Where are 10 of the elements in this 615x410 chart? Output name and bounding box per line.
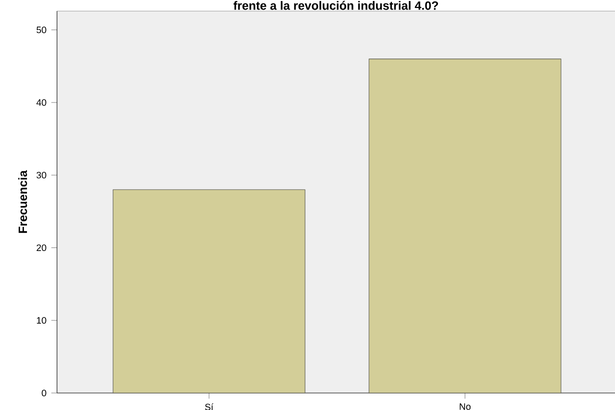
y-tick-label: 30 [36, 172, 46, 178]
y-tick-label: 20 [36, 244, 46, 252]
y-tick-label: 0 [42, 390, 46, 396]
y-tick-label: 10 [36, 317, 46, 324]
y-tick-label: 40 [36, 99, 46, 106]
y-axis-title: Frecuencia [18, 170, 28, 233]
x-tick-label: No [460, 403, 471, 410]
x-tick-label: Sí [205, 403, 214, 410]
chart-title: frente a la revolución industrial 4.0? [234, 0, 438, 10]
y-tick-label: 50 [36, 26, 46, 34]
